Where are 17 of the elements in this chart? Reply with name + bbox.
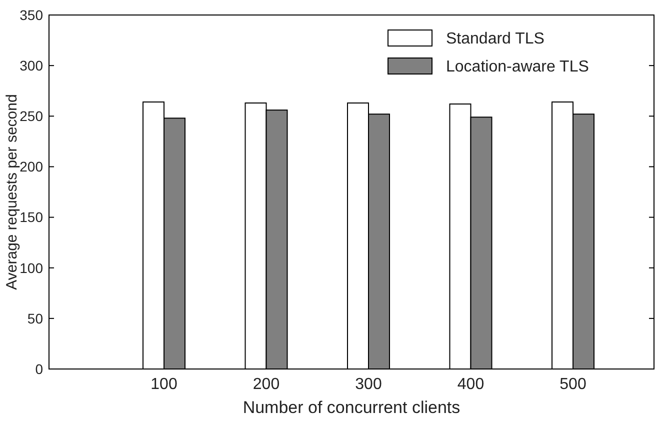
y-tick-label: 50 bbox=[27, 310, 44, 326]
x-axis-title: Number of concurrent clients bbox=[242, 398, 460, 417]
y-tick-label: 200 bbox=[20, 158, 44, 175]
y-tick-label: 250 bbox=[20, 108, 44, 124]
y-tick-label: 0 bbox=[35, 360, 44, 377]
x-tick-label: 300 bbox=[355, 376, 382, 393]
legend-label: Location-aware TLS bbox=[446, 58, 589, 76]
x-tick-label: 100 bbox=[150, 376, 178, 393]
x-tick-label: 500 bbox=[560, 376, 586, 393]
x-tick-label: 200 bbox=[252, 376, 280, 393]
y-axis-title: Average requests per second bbox=[3, 94, 20, 290]
y-tick-label: 100 bbox=[20, 260, 44, 276]
x-tick-label: 400 bbox=[457, 376, 484, 393]
y-tick-label: 350 bbox=[20, 6, 44, 23]
legend-label: Standard TLS bbox=[446, 30, 544, 48]
y-tick-label: 150 bbox=[20, 209, 44, 226]
y-tick-label: 300 bbox=[20, 57, 44, 74]
